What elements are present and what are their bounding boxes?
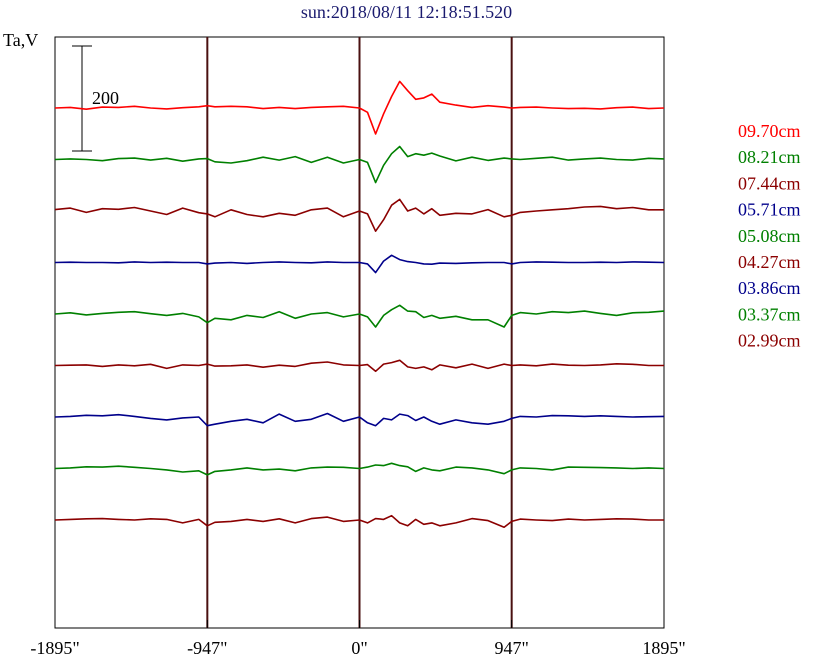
- x-tick-label: -947": [187, 638, 227, 658]
- legend-entry-07.44cm: 07.44cm: [738, 173, 801, 193]
- legend-entry-03.86cm: 03.86cm: [738, 278, 801, 298]
- legend-entry-04.27cm: 04.27cm: [738, 252, 801, 272]
- series-line-09.70cm: [54, 80, 665, 135]
- legend-layer: 09.70cm 08.21cm 07.44cm 05.71cm 05.08cm 04.27…: [738, 121, 801, 351]
- series-layer: [54, 80, 665, 528]
- scale-bar-layer: 200: [72, 45, 119, 152]
- series-line-03.37cm: [54, 462, 665, 476]
- legend-entry-05.71cm: 05.71cm: [738, 200, 801, 220]
- y-axis-label: Ta,V: [3, 30, 39, 50]
- series-line-03.86cm: [54, 412, 665, 427]
- x-tick-label: 947": [494, 638, 528, 658]
- series-line-04.27cm: [54, 359, 664, 373]
- series-line-05.71cm: [54, 254, 665, 274]
- x-tick-label: 1895": [642, 638, 685, 658]
- x-tick-layer: -1895" -947" 0" 947" 1895": [30, 620, 686, 658]
- legend-entry-02.99cm: 02.99cm: [738, 331, 801, 351]
- vertical-lines-layer: [206, 37, 513, 628]
- x-tick-label: 0": [351, 638, 367, 658]
- legend-entry-08.21cm: 08.21cm: [738, 147, 801, 167]
- x-tick-label: -1895": [30, 638, 79, 658]
- chart-title: sun:2018/08/11 12:18:51.520: [300, 2, 513, 22]
- series-line-05.08cm: [54, 304, 665, 328]
- scale-bar-label: 200: [92, 88, 119, 108]
- series-line-07.44cm: [54, 198, 664, 232]
- legend-entry-03.37cm: 03.37cm: [738, 304, 801, 324]
- series-line-02.99cm: [54, 514, 664, 528]
- legend-entry-09.70cm: 09.70cm: [738, 121, 801, 141]
- legend-entry-05.08cm: 05.08cm: [738, 226, 801, 246]
- series-line-08.21cm: [54, 145, 665, 184]
